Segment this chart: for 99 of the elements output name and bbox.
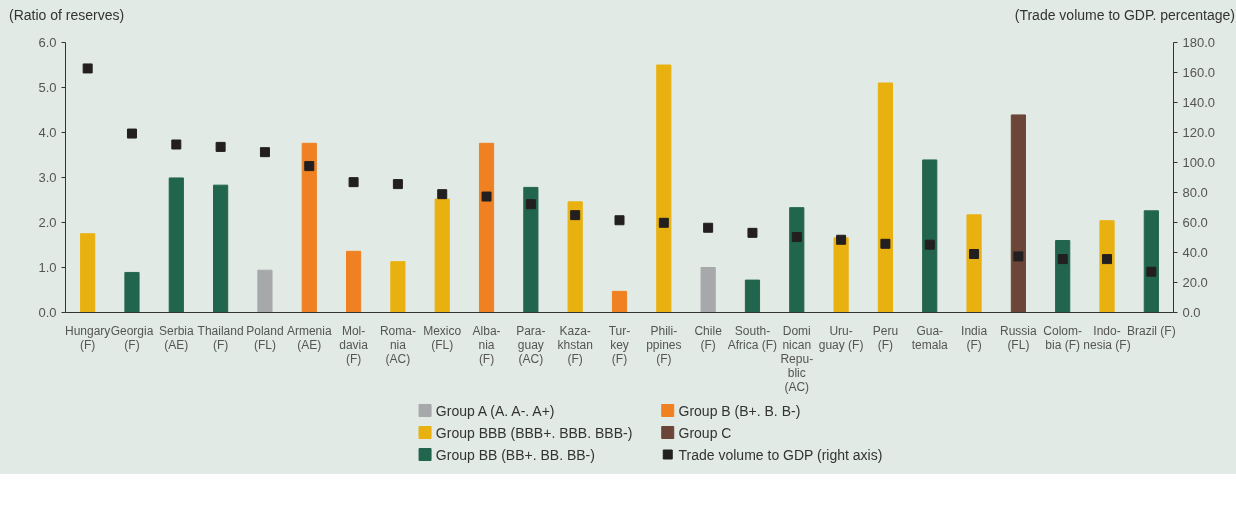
point — [969, 249, 980, 259]
y-axis-title: (Ratio of reserves) — [9, 6, 125, 25]
bar — [301, 142, 317, 313]
point — [348, 177, 359, 188]
x-tick-label: Kaza- khstan (F) — [557, 323, 593, 366]
bar — [345, 250, 362, 313]
bar — [168, 177, 184, 313]
legend-label: Group BBB (BBB+. BBB. BBB-) — [435, 424, 633, 441]
y2-axis-title: (Trade volume to GDP. percentage) — [1014, 6, 1235, 25]
bar — [567, 201, 583, 313]
point — [791, 232, 802, 243]
y2-tick-label: 120.0 — [1182, 125, 1216, 140]
bar — [124, 271, 140, 313]
point — [215, 141, 226, 152]
y-tick-label: 3.0 — [38, 170, 57, 185]
point — [392, 179, 403, 190]
point — [924, 239, 935, 250]
x-tick-label: Uru- guay (F) — [818, 323, 864, 352]
bar — [213, 184, 229, 313]
x-tick-label: Georgia (F) — [110, 323, 154, 352]
x-tick-label: Russia (FL) — [1000, 323, 1038, 352]
bar — [1143, 210, 1159, 313]
bar — [744, 279, 761, 313]
y2-tick-label: 40.0 — [1182, 245, 1208, 260]
y-tick-label: 1.0 — [38, 260, 57, 275]
bar — [257, 269, 273, 313]
bar — [1099, 220, 1115, 313]
point — [259, 147, 270, 158]
y2-tick-label: 140.0 — [1182, 95, 1216, 110]
x-tick-label: Gua- temala — [911, 323, 949, 352]
bar — [922, 159, 938, 313]
y2-tick-label: 60.0 — [1182, 215, 1208, 230]
y-tick-label: 2.0 — [38, 215, 57, 230]
point — [703, 222, 714, 233]
legend-label: Group B (B+. B. B-) — [678, 402, 801, 419]
x-tick-label: Peru (F) — [872, 323, 899, 352]
x-tick-label: Poland (FL) — [246, 323, 284, 352]
point — [171, 139, 182, 150]
x-tick-label: Serbia (AE) — [158, 323, 194, 352]
x-tick-label: South- Africa (F) — [727, 323, 778, 352]
bar — [966, 214, 982, 313]
point — [1013, 251, 1024, 262]
x-tick-label: Mexico (FL) — [423, 323, 462, 352]
point — [481, 191, 492, 202]
point — [126, 128, 137, 139]
y-tick-label: 4.0 — [38, 125, 57, 140]
point — [1102, 254, 1113, 265]
y-tick-label: 6.0 — [38, 35, 57, 50]
y2-tick-label: 0.0 — [1182, 305, 1201, 320]
point — [525, 199, 536, 210]
bar — [523, 186, 539, 313]
y2-tick-label: 80.0 — [1182, 185, 1208, 200]
x-tick-label: Thailand (F) — [197, 323, 244, 352]
x-tick-label: Armenia (AE) — [286, 323, 332, 352]
legend-label: Trade volume to GDP (right axis) — [678, 446, 883, 463]
point — [836, 234, 847, 245]
bar — [478, 142, 495, 313]
point — [747, 227, 758, 238]
bar — [434, 198, 450, 313]
point — [614, 215, 625, 226]
bar — [877, 82, 894, 313]
bar — [390, 261, 406, 313]
x-tick-label: Para- guay (AC) — [516, 323, 546, 366]
bar — [789, 207, 805, 313]
bar — [80, 233, 96, 313]
point — [658, 217, 669, 228]
bar — [656, 64, 672, 313]
bar — [1055, 240, 1071, 313]
x-tick-label: Colom- bia (F) — [1043, 323, 1083, 352]
bar — [833, 237, 849, 313]
legend-label: Group C — [678, 424, 732, 441]
point — [880, 238, 891, 249]
y2-tick-label: 180.0 — [1182, 35, 1216, 50]
point — [437, 189, 448, 200]
point — [1146, 266, 1157, 277]
x-tick-label: Roma- nia (AC) — [379, 323, 416, 366]
x-tick-label: India (F) — [961, 323, 988, 352]
x-tick-label: Mol- davia (F) — [339, 323, 369, 366]
x-tick-label: Tur- key (F) — [608, 323, 631, 366]
x-tick-label: Phili- ppines (F) — [646, 323, 682, 366]
x-tick-label: Chile (F) — [694, 323, 723, 352]
point — [1057, 254, 1068, 265]
legend-label: Group BB (BB+. BB. BB-) — [435, 446, 595, 463]
bar — [1010, 114, 1026, 313]
bar — [611, 290, 628, 313]
point — [304, 161, 315, 172]
x-tick-label: Domi nican Repu- blic (AC) — [780, 323, 814, 394]
legend-label: Group A (A. A-. A+) — [435, 402, 555, 419]
point — [82, 63, 93, 74]
x-tick-label: Hungary (F) — [64, 323, 111, 352]
y-tick-label: 5.0 — [38, 80, 57, 95]
y2-tick-label: 160.0 — [1182, 65, 1216, 80]
bar — [700, 267, 716, 313]
y2-tick-label: 100.0 — [1182, 155, 1216, 170]
y-tick-label: 0.0 — [38, 305, 57, 320]
x-tick-label: Alba- nia (F) — [472, 323, 501, 366]
y2-tick-label: 20.0 — [1182, 275, 1208, 290]
point — [570, 210, 581, 221]
x-tick-label: Brazil (F) — [1127, 323, 1176, 338]
